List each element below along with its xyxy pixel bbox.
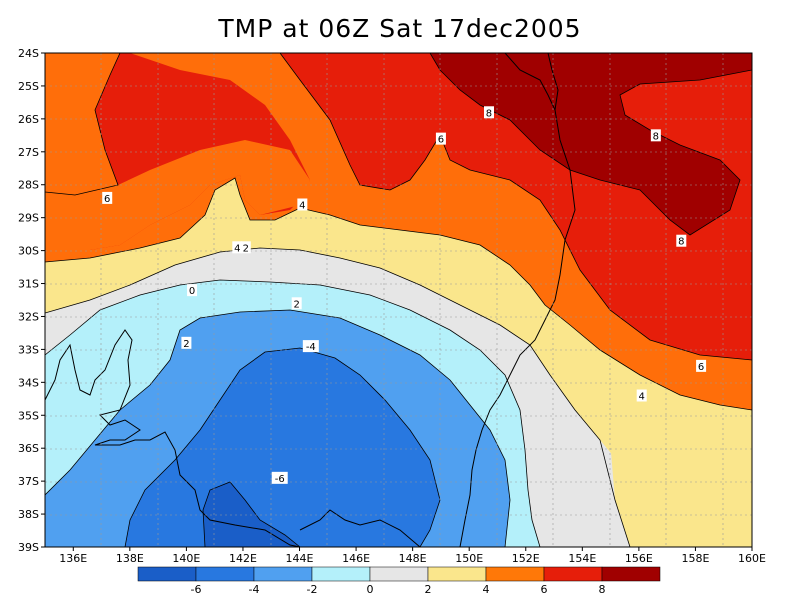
lon-tick-label: 150E xyxy=(455,552,483,565)
contour-label: 4 xyxy=(234,243,240,254)
grid xyxy=(45,53,752,547)
colorbar: -6 -4 -2 0 2 4 6 8 xyxy=(137,566,661,596)
colorbar-label: 8 xyxy=(599,583,606,596)
lat-tick-label: 24S xyxy=(18,47,39,60)
lon-tick-label: 156E xyxy=(625,552,653,565)
lon-tick-label: 136E xyxy=(59,552,87,565)
contour-label: 2 xyxy=(243,243,249,254)
colorbar-label: 6 xyxy=(541,583,548,596)
colorbar-swatch xyxy=(427,566,487,582)
lon-tick-label: 158E xyxy=(681,552,709,565)
lat-tick-label: 37S xyxy=(18,475,39,488)
coastlines xyxy=(45,53,576,547)
longitude-labels: 136E 138E 140E 142E 144E 146E 148E 150E 152E 154E… xyxy=(59,547,766,565)
lat-tick-label: 38S xyxy=(18,508,39,521)
plot-frame xyxy=(44,52,753,548)
lat-tick-label: 28S xyxy=(18,179,39,192)
contour-label: 2 xyxy=(294,299,300,310)
lon-tick-label: 152E xyxy=(512,552,540,565)
lon-tick-label: 138E xyxy=(116,552,144,565)
contour-label: -4 xyxy=(306,342,316,353)
lon-tick-label: 148E xyxy=(399,552,427,565)
contour-label: 2 xyxy=(183,339,189,350)
map-title: TMP at 06Z Sat 17dec2005 xyxy=(218,14,582,43)
contour-label: 8 xyxy=(486,108,492,119)
contour-label: 0 xyxy=(189,286,195,297)
lon-tick-label: 154E xyxy=(568,552,596,565)
contour-label: 8 xyxy=(678,237,684,248)
colorbar-swatch xyxy=(543,566,603,582)
band-m6-m4 xyxy=(125,348,440,547)
colorbar-swatch xyxy=(137,566,197,582)
lat-tick-label: 31S xyxy=(18,278,39,291)
contour-label: 8 xyxy=(653,131,659,142)
colorbar-label: 2 xyxy=(425,583,432,596)
colorbar-swatch xyxy=(253,566,313,582)
band-above-8 xyxy=(430,53,752,235)
lat-tick-label: 36S xyxy=(18,442,39,455)
colorbar-swatch xyxy=(195,566,255,582)
contour-label: 6 xyxy=(438,135,444,146)
lon-tick-label: 140E xyxy=(172,552,200,565)
colorbar-label: -6 xyxy=(191,583,202,596)
lon-tick-label: 146E xyxy=(342,552,370,565)
lat-tick-label: 26S xyxy=(18,113,39,126)
lon-tick-label: 160E xyxy=(738,552,766,565)
colorbar-label: 4 xyxy=(483,583,490,596)
colorbar-label: -2 xyxy=(307,583,318,596)
contour-label: 4 xyxy=(299,200,305,211)
band-below-m6 xyxy=(203,482,300,547)
lat-tick-label: 29S xyxy=(18,212,39,225)
lat-tick-label: 39S xyxy=(18,541,39,554)
lon-tick-label: 142E xyxy=(229,552,257,565)
latitude-labels: 24S 25S 26S 27S 28S 29S 30S 31S 32S 33S 34S 35S 36S 3… xyxy=(18,47,45,554)
lat-tick-label: 25S xyxy=(18,80,39,93)
filled-contours xyxy=(45,53,752,547)
lon-tick-label: 144E xyxy=(286,552,314,565)
contour-label: 4 xyxy=(639,392,645,403)
contour-label: 6 xyxy=(698,362,704,373)
colorbar-label: -4 xyxy=(249,583,260,596)
colorbar-swatch xyxy=(369,566,429,582)
colorbar-swatch xyxy=(485,566,545,582)
lat-tick-label: 35S xyxy=(18,409,39,422)
colorbar-swatch xyxy=(311,566,371,582)
contour-label: 6 xyxy=(104,194,110,205)
lat-tick-label: 30S xyxy=(18,245,39,258)
colorbar-label: 0 xyxy=(367,583,374,596)
lat-tick-label: 33S xyxy=(18,343,39,356)
lat-tick-label: 34S xyxy=(18,376,39,389)
contour-label: -6 xyxy=(275,474,285,485)
colorbar-swatch xyxy=(601,566,661,582)
lat-tick-label: 32S xyxy=(18,310,39,323)
lat-tick-label: 27S xyxy=(18,146,39,159)
